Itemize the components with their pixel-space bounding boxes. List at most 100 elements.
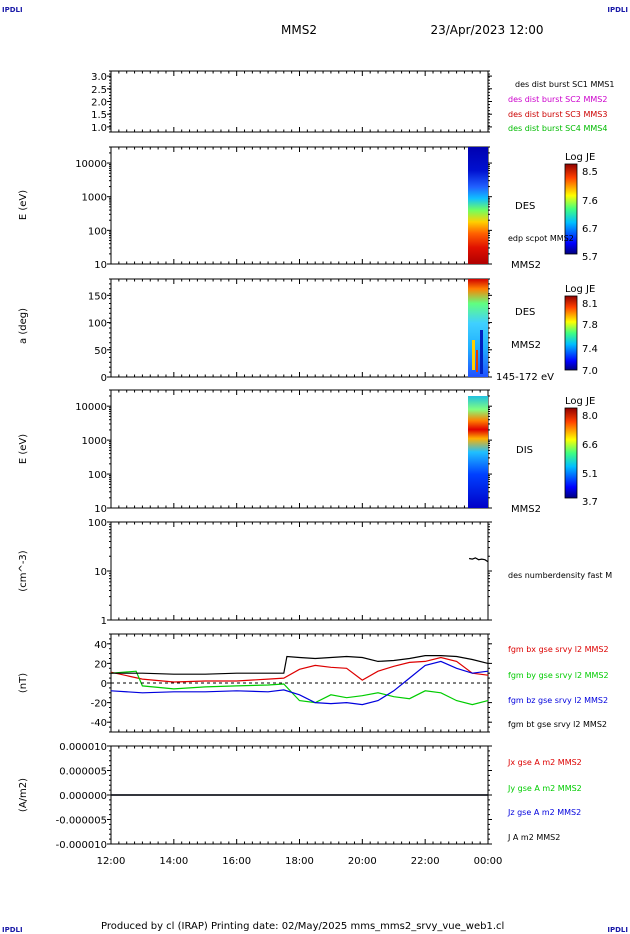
current-density-panel: 0.000010 0.000005 0.000000 -0.000005 -0.0000… <box>18 742 492 851</box>
y-tick-label: 1.5 <box>91 110 107 121</box>
y-tick-label: 20 <box>94 659 107 670</box>
dis-sublabel: MMS2 <box>511 504 541 515</box>
legend-entry: Jx gse A m2 MMS2 <box>507 758 582 767</box>
y-tick-label: 100 <box>88 518 107 529</box>
dis-energy-heatmap-band <box>468 396 488 508</box>
x-tick-label: 12:00 <box>97 856 126 867</box>
des-energy-sublabel: MMS2 <box>511 260 541 271</box>
y-tick-label: 100 <box>88 226 107 237</box>
y-axis-label: a (deg) <box>18 308 29 344</box>
des-energy-spectrogram <box>468 147 488 264</box>
legend-mms1: des dist burst SC1 MMS1 <box>515 80 614 89</box>
y-tick-label: 3.0 <box>91 72 107 83</box>
corner-label-top-right: IPDLI <box>607 6 628 14</box>
corner-label-bottom-left: IPDLI <box>2 926 23 934</box>
y-axis-label: E (eV) <box>18 434 29 464</box>
data-availability-panel: 3.0 2.5 2.01.5 1.0 <box>91 70 492 134</box>
x-tick-label: 00:00 <box>474 856 503 867</box>
panel-frame <box>110 521 489 621</box>
colorbar-tick: 6.7 <box>582 224 598 235</box>
y-axis-label: (A/m2) <box>18 778 29 812</box>
legend-entry: fgm by gse srvy l2 MMS2 <box>508 671 609 680</box>
legend-entry: fgm bt gse srvy l2 MMS2 <box>508 720 607 729</box>
y-tick-label: 10 <box>94 567 107 578</box>
des-pitch-sublabel: MMS2 <box>511 340 541 351</box>
y-axis-label: E (eV) <box>18 190 29 220</box>
des-pitch-heatmap-streak <box>476 350 478 372</box>
panel-frame <box>110 146 489 265</box>
colorbar-tick: 3.7 <box>582 497 598 508</box>
legend-mms2: des dist burst SC2 MMS2 <box>508 95 607 104</box>
corner-label-top-left: IPDLI <box>2 6 23 14</box>
scpot-label: edp scpot MMS2 <box>508 234 574 243</box>
y-tick-label: 10 <box>94 260 107 271</box>
y-tick-label: 2.5 <box>91 85 107 96</box>
legend-entry: Jz gse A m2 MMS2 <box>507 808 581 817</box>
colorbar-tick: 5.1 <box>582 469 598 480</box>
legend-mms4: des dist burst SC4 MMS4 <box>508 124 607 133</box>
y-tick-label: -0.000005 <box>56 816 107 827</box>
des-pitch-heatmap-streak <box>480 330 483 374</box>
y-tick-label: 1.0 <box>91 123 107 134</box>
colorbar-tick: 5.7 <box>582 252 598 263</box>
y-tick-label: 0 <box>101 679 107 690</box>
y-tick-label: 0.000000 <box>59 791 107 802</box>
x-tick-label: 18:00 <box>285 856 314 867</box>
x-tick-label: 14:00 <box>159 856 188 867</box>
series-line-0 <box>468 557 489 563</box>
colorbar-tick: 8.0 <box>582 411 598 422</box>
dis-energy-panel: 10000 1000 100 10 E (eV) <box>18 389 492 515</box>
colorbar-tick: 8.5 <box>582 167 598 178</box>
y-tick-label: 10000 <box>75 402 107 413</box>
y-tick-label: 50 <box>94 346 107 357</box>
series-line-1 <box>110 670 489 706</box>
des-energy-panel: 10000 1000 100 10 E (eV) <box>18 146 492 271</box>
x-tick-label: 22:00 <box>411 856 440 867</box>
x-tick-label: 16:00 <box>222 856 251 867</box>
y-tick-label: 100 <box>88 470 107 481</box>
y-tick-label: 0.000005 <box>59 767 107 778</box>
y-tick-label: 2.0 <box>91 98 107 109</box>
colorbar-tick: 7.0 <box>582 366 598 377</box>
colorbar-title: Log JE <box>565 152 595 163</box>
y-tick-label: 1000 <box>82 436 107 447</box>
y-tick-label: 150 <box>88 291 107 302</box>
y-tick-label: 100 <box>88 319 107 330</box>
legend-entry: J A m2 MMS2 <box>507 833 560 842</box>
y-tick-label: 0.000010 <box>59 742 107 753</box>
colorbar-tick: 6.6 <box>582 440 598 451</box>
dis-label: DIS <box>516 445 533 456</box>
des-pitch-label: DES <box>515 307 535 318</box>
colorbar-des-energy: Log JE 8.5 7.6 6.7 5.7 <box>564 152 598 263</box>
dis-energy-spectrogram <box>468 396 488 508</box>
series-line-3 <box>111 655 489 675</box>
legend-mms3: des dist burst SC3 MMS3 <box>508 110 607 119</box>
y-tick-label: -40 <box>91 718 107 729</box>
panel-frame <box>110 278 489 378</box>
mission-title: MMS2 <box>281 23 317 37</box>
des-energy-heatmap-band <box>468 147 488 264</box>
des-pitch-heatmap-streak <box>472 340 475 370</box>
legend-entry: Jy gse A m2 MMS2 <box>507 784 582 793</box>
des-pitch-angle-panel: 150 100 50 0 a (deg) <box>18 278 492 384</box>
colorbar-tick: 7.6 <box>582 196 598 207</box>
des-pitch-spectrogram <box>468 279 488 377</box>
y-tick-label: 10000 <box>75 159 107 170</box>
energy-range-label: 145-172 eV <box>496 372 554 383</box>
y-tick-label: 10 <box>94 504 107 515</box>
series-line-0 <box>110 656 489 683</box>
des-label: DES <box>515 201 535 212</box>
corner-label-bottom-right: IPDLI <box>607 926 628 934</box>
colorbar-gradient <box>564 407 578 499</box>
y-tick-label: 1000 <box>82 193 107 204</box>
colorbar-tick: 7.8 <box>582 320 598 331</box>
y-tick-label: 1 <box>101 616 107 627</box>
datetime-title: 23/Apr/2023 12:00 <box>430 23 543 37</box>
colorbar-tick: 7.4 <box>582 344 598 355</box>
colorbar-gradient <box>564 163 578 255</box>
legend-entry: fgm bz gse srvy l2 MMS2 <box>508 696 608 705</box>
panel-frame <box>110 389 489 509</box>
colorbar-des-pitch: Log JE 8.1 7.8 7.4 7.0 <box>564 284 598 377</box>
x-tick-label: 20:00 <box>348 856 377 867</box>
